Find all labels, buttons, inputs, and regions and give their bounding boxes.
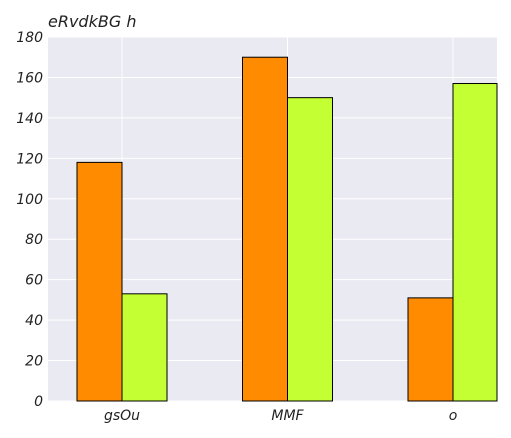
x-tick-label: o [449, 408, 458, 424]
bar-o-series-1 [408, 298, 453, 401]
y-tick-label: 140 [16, 111, 43, 127]
y-tick-label: 100 [16, 192, 43, 208]
bar-gsOu-series-1 [77, 162, 122, 401]
bar-gsOu-series-2 [122, 294, 167, 401]
y-tick-labels: 0 20 40 60 80 100 120 140 160 180 [16, 30, 43, 410]
y-tick-label: 40 [25, 313, 43, 329]
y-tick-label: 60 [25, 273, 43, 289]
x-tick-labels: gsOu MMF o [104, 408, 457, 424]
x-tick-label: gsOu [104, 408, 140, 424]
x-tick-label: MMF [271, 408, 304, 424]
bar-MMF-series-1 [243, 57, 288, 401]
y-tick-label: 160 [16, 70, 43, 86]
bar-o-series-2 [453, 84, 497, 401]
y-tick-label: 80 [25, 232, 43, 248]
bar-MMF-series-2 [288, 98, 333, 401]
chart-title: eRvdkBG h [48, 12, 136, 31]
y-tick-label: 180 [16, 30, 43, 46]
y-tick-label: 20 [25, 354, 43, 370]
y-tick-label: 0 [34, 394, 43, 410]
y-tick-label: 120 [16, 151, 43, 167]
